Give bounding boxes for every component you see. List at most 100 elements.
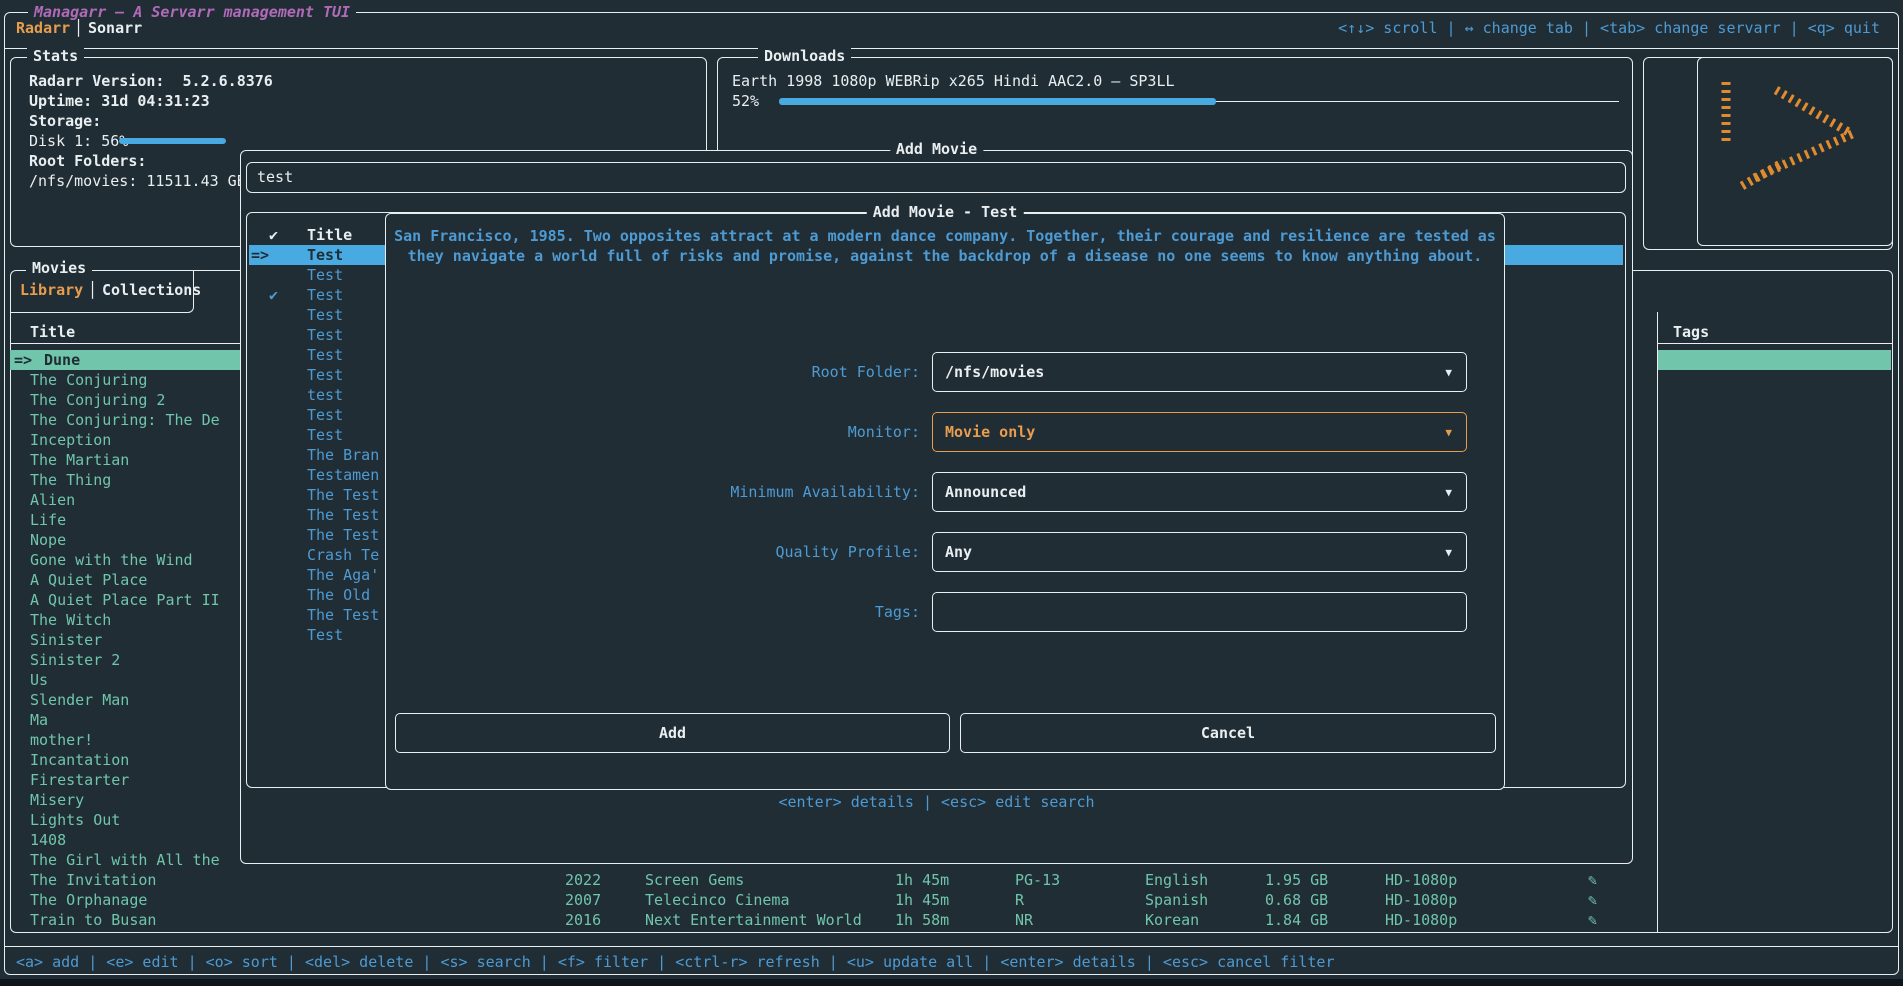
movie-row[interactable]: Us <box>10 670 1893 690</box>
monitored-pencil-icon: ✎ <box>1588 891 1598 909</box>
movie-row[interactable]: The Orphanage 2007 Telecinco Cinema 1h 45m R… <box>10 890 1893 910</box>
result-title: Test <box>307 326 344 344</box>
movie-row[interactable]: The Thing <box>10 470 1893 490</box>
movie-row[interactable]: Lights Out <box>10 810 1893 830</box>
field-input[interactable] <box>932 592 1467 632</box>
movie-row[interactable]: Alien <box>10 490 1893 510</box>
movie-description-line1: San Francisco, 1985. Two opposites attra… <box>394 227 1496 245</box>
tab-collections[interactable]: Collections <box>102 281 202 299</box>
movie-row[interactable]: A Quiet Place <box>10 570 1893 590</box>
movie-title: Ma <box>30 711 49 729</box>
result-row[interactable]: The Bran <box>247 445 1625 465</box>
field-dropdown[interactable]: Movie only ▼ <box>932 412 1467 452</box>
movie-row[interactable]: The Martian <box>10 450 1893 470</box>
top-help: <↑↓> scroll | ↔ change tab | <tab> chang… <box>1338 19 1880 37</box>
tab-library[interactable]: Library <box>20 281 84 299</box>
movie-title: mother! <box>30 731 94 749</box>
movie-row[interactable]: Life <box>10 510 1893 530</box>
result-row[interactable]: The Test <box>247 485 1625 505</box>
movie-row[interactable]: mother! <box>10 730 1893 750</box>
movie-row[interactable]: Sinister 2 <box>10 650 1893 670</box>
movie-row[interactable]: The Invitation 2022 Screen Gems 1h 45m PG-13… <box>10 870 1893 890</box>
movie-row[interactable]: Sinister <box>10 630 1893 650</box>
movie-row[interactable]: The Girl with All the <box>10 850 1893 870</box>
selected-tags-highlight <box>1658 350 1891 370</box>
results-header-check-icon: ✔ <box>269 226 279 244</box>
movie-title: The Orphanage <box>30 891 148 909</box>
movie-search-input[interactable]: test <box>246 162 1626 193</box>
result-row[interactable]: Test <box>247 345 1625 365</box>
movie-row[interactable]: The Conjuring: The De <box>10 410 1893 430</box>
result-row[interactable]: test <box>247 385 1625 405</box>
movie-language: Spanish <box>1145 891 1209 909</box>
movie-title: Misery <box>30 791 85 809</box>
movie-size: 1.95 GB <box>1265 871 1329 889</box>
movie-search-value: test <box>257 168 294 186</box>
movie-row[interactable]: The Conjuring <box>10 370 1893 390</box>
result-title: Test <box>307 346 344 364</box>
movie-title: The Thing <box>30 471 112 489</box>
result-row[interactable]: Testamen <box>247 465 1625 485</box>
movie-row[interactable]: Incantation <box>10 750 1893 770</box>
selected-marker: => <box>14 351 33 369</box>
result-row[interactable]: ✔ Test <box>247 285 1625 305</box>
download-progress-bar <box>779 98 1216 105</box>
result-row[interactable]: The Old <box>247 585 1625 605</box>
movie-title: Life <box>30 511 67 529</box>
library-rows: => Dune The Conjuring The Conjuring 2 The Co… <box>10 346 1893 932</box>
result-row[interactable]: The Test <box>247 505 1625 525</box>
field-label: Monitor: <box>847 423 920 441</box>
checked-icon: ✔ <box>269 286 279 304</box>
movie-row[interactable]: Train to Busan 2016 Next Entertainment Wor… <box>10 910 1893 930</box>
result-row[interactable]: Test <box>247 325 1625 345</box>
movie-row[interactable]: Gone with the Wind <box>10 550 1893 570</box>
result-title: The Aga' <box>307 566 380 584</box>
result-row[interactable]: Test <box>247 265 1625 285</box>
field-dropdown[interactable]: Any ▼ <box>932 532 1467 572</box>
chevron-down-icon: ▼ <box>1445 486 1452 499</box>
result-row[interactable]: Test <box>247 305 1625 325</box>
add-button[interactable]: Add <box>395 713 950 753</box>
add-movie-help: <enter> details | <esc> edit search <box>778 793 1095 811</box>
field-dropdown[interactable]: Announced ▼ <box>932 472 1467 512</box>
movie-row[interactable]: => Dune <box>10 350 1893 370</box>
movie-row[interactable]: Misery <box>10 790 1893 810</box>
result-row[interactable]: Test <box>247 425 1625 445</box>
cancel-button[interactable]: Cancel <box>960 713 1496 753</box>
movie-rating: R <box>1015 891 1025 909</box>
chevron-down-icon: ▼ <box>1445 426 1452 439</box>
movie-row[interactable]: The Conjuring 2 <box>10 390 1893 410</box>
field-dropdown[interactable]: /nfs/movies ▼ <box>932 352 1467 392</box>
stats-version-label: Radarr Version: <box>29 72 165 90</box>
movie-row[interactable]: Firestarter <box>10 770 1893 790</box>
movie-title: Us <box>30 671 49 689</box>
managarr-logo <box>1721 82 1855 190</box>
result-title: Test <box>307 246 344 264</box>
movie-row[interactable]: A Quiet Place Part II <box>10 590 1893 610</box>
result-row[interactable]: The Aga' <box>247 565 1625 585</box>
movie-row[interactable]: Nope <box>10 530 1893 550</box>
modal-title: Add Movie - Test <box>866 203 1024 221</box>
tab-radarr[interactable]: Radarr <box>16 19 71 37</box>
library-header-tags: Tags <box>1673 323 1710 341</box>
result-row[interactable]: Crash Te <box>247 545 1625 565</box>
movie-row[interactable]: Slender Man <box>10 690 1893 710</box>
movie-row[interactable]: Inception <box>10 430 1893 450</box>
movie-rating: PG-13 <box>1015 871 1061 889</box>
tab-sonarr[interactable]: Sonarr <box>88 19 143 37</box>
movie-title: 1408 <box>30 831 67 849</box>
movie-title: The Conjuring <box>30 371 148 389</box>
movie-language: Korean <box>1145 911 1200 929</box>
movie-row[interactable]: 1408 <box>10 830 1893 850</box>
result-row[interactable]: Test <box>247 405 1625 425</box>
result-row[interactable]: The Test <box>247 525 1625 545</box>
movie-row[interactable]: Ma <box>10 710 1893 730</box>
result-row[interactable]: Test <box>247 625 1625 645</box>
result-row[interactable]: Test <box>247 365 1625 385</box>
result-title: Crash Te <box>307 546 380 564</box>
app-title: Managarr – A Servarr management TUI <box>28 2 357 22</box>
movie-title: Train to Busan <box>30 911 157 929</box>
movie-language: English <box>1145 871 1209 889</box>
result-row[interactable]: The Test <box>247 605 1625 625</box>
movie-row[interactable]: The Witch <box>10 610 1893 630</box>
